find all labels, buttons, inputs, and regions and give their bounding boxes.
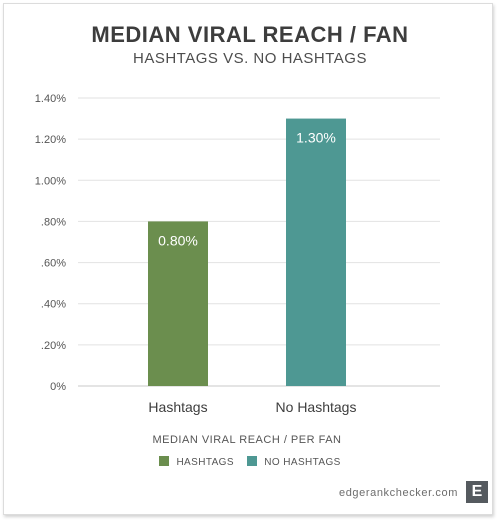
- chart-card: [3, 3, 493, 515]
- y-tick-label-2: .40%: [41, 299, 66, 311]
- data-label-hashtags: 0.80%: [158, 232, 198, 248]
- y-tick-label-7: 1.40%: [35, 93, 66, 105]
- legend-item-hashtags: HASHTAGS: [159, 456, 234, 468]
- y-tick-label-5: 1.00%: [35, 175, 66, 187]
- y-tick-label-4: .80%: [41, 216, 66, 228]
- data-label-no-hashtags: 1.30%: [296, 130, 336, 146]
- bar-no-hashtags: [286, 118, 346, 387]
- chart-subtitle: HASHTAGS VS. NO HASHTAGS: [133, 50, 367, 67]
- y-tick-label-0: 0%: [50, 381, 66, 393]
- y-tick-label-1: .20%: [41, 340, 66, 352]
- chart-title: MEDIAN VIRAL REACH / FAN: [91, 22, 409, 47]
- legend-swatch-hashtags: [159, 456, 170, 466]
- x-tick-label-hashtags: Hashtags: [148, 399, 207, 415]
- bar-hashtags: [148, 221, 208, 386]
- y-tick-label-3: .60%: [41, 258, 66, 270]
- brand-logo: E: [466, 481, 488, 503]
- brand-text: edgerankchecker.com: [338, 487, 458, 499]
- bar-chart: 0% .20% .40% .60% .80% 1.00% 1.20% 1.40% 0.80% Ha…: [35, 93, 440, 446]
- x-tick-label-no-hashtags: No Hashtags: [276, 399, 357, 415]
- x-axis-label: MEDIAN VIRAL REACH / PER FAN: [152, 434, 341, 446]
- legend-label-hashtags: HASHTAGS: [176, 457, 234, 468]
- legend-label-no-hashtags: NO HASHTAGS: [264, 457, 341, 468]
- legend: HASHTAGS NO HASHTAGS: [0, 456, 500, 468]
- y-tick-label-6: 1.20%: [35, 134, 66, 146]
- legend-swatch-no-hashtags: [247, 456, 258, 466]
- legend-item-no-hashtags: NO HASHTAGS: [247, 456, 341, 468]
